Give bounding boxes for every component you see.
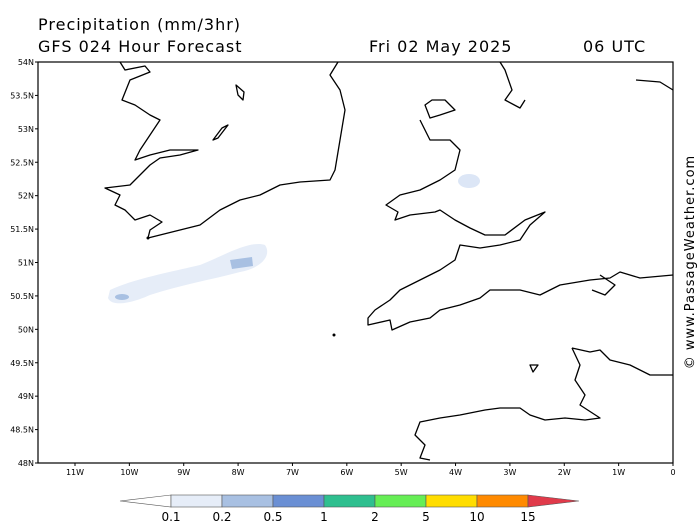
lon-label: 1W [612,468,625,477]
lat-label: 50N [18,325,34,334]
watermark: © www.PassageWeather.com [683,155,698,369]
lat-label: 49.5N [10,359,34,368]
lon-label: 3W [503,468,516,477]
lon-label: 11W [66,468,84,477]
lat-label: 52N [18,192,34,201]
title: Precipitation (mm/3hr) [38,15,241,34]
lon-label: 6W [340,468,353,477]
lon-label: 10W [120,468,138,477]
forecast-time: 06 UTC [583,37,646,56]
colorbar-end [119,494,172,508]
lat-label: 53.5N [10,91,34,100]
subtitle: GFS 024 Hour Forecast [38,37,243,56]
lat-label: 51N [18,259,34,268]
colorbar-label: 0.1 [161,510,180,524]
lat-label: 51.5N [10,225,34,234]
lat-label: 49N [18,392,34,401]
colorbar-segment [170,494,223,508]
colorbar-segment [221,494,274,508]
precip-light [108,244,268,304]
precip-moderate [230,257,253,269]
colorbar-label: 5 [422,510,430,524]
colorbar-label: 0.5 [263,510,282,524]
precipitation [108,174,480,304]
colorbar-segment [425,494,478,508]
colorbar-label: 0.2 [212,510,231,524]
lon-label: 5W [395,468,408,477]
forecast-date: Fri 02 May 2025 [369,37,512,56]
colorbar-end [527,494,580,508]
colorbar-segment [374,494,427,508]
lat-label: 48N [18,459,34,468]
map-frame [37,61,674,464]
lon-label: 8W [232,468,245,477]
lon-label: 9W [177,468,190,477]
precip-light [458,174,480,188]
lat-label: 50.5N [10,292,34,301]
lon-label: 7W [286,468,299,477]
coastlines [104,61,674,461]
colorbar-label: 1 [320,510,328,524]
precip-moderate [115,294,129,300]
colorbar-segment [323,494,376,508]
lon-label: 0 [670,468,675,477]
lat-label: 52.5N [10,158,34,167]
colorbar-label: 15 [520,510,535,524]
lon-label: 2W [558,468,571,477]
colorbar-segment [272,494,325,508]
lat-label: 54N [18,58,34,67]
lat-label: 48.5N [10,426,34,435]
colorbar-label: 10 [469,510,484,524]
lon-label: 4W [449,468,462,477]
colorbar-segment [476,494,529,508]
lat-label: 53N [18,125,34,134]
colorbar-label: 2 [371,510,379,524]
